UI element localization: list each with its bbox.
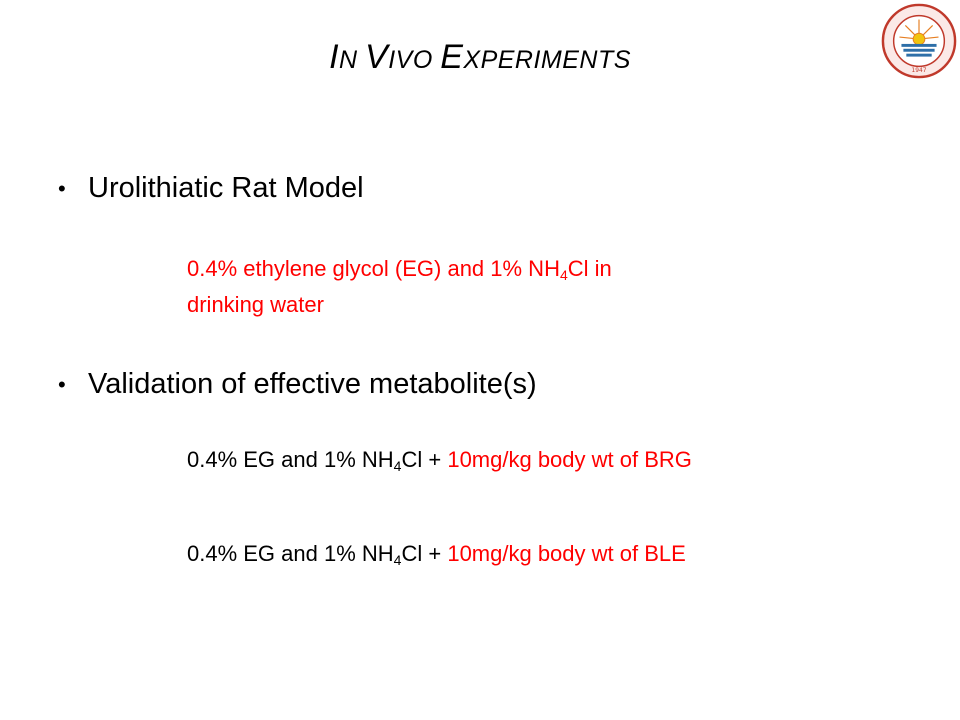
title-initial-1: I (329, 38, 340, 76)
slide-title: IN VIVO EXPERIMENTS (0, 38, 960, 77)
dose-ble: 10mg/kg body wt of BLE (447, 541, 686, 566)
bullet-dot-icon: • (58, 371, 66, 397)
bullet-dot-icon: • (58, 175, 66, 201)
dose-brg: 10mg/kg body wt of BRG (447, 447, 692, 472)
bullet-label: Urolithiatic Rat Model (88, 172, 364, 204)
treatment-ble: 0.4% EG and 1% NH4Cl + 10mg/kg body wt o… (187, 541, 686, 568)
title-rest-3: XPERIMENTS (463, 46, 631, 74)
bullet-validation: • Validation of effective metabolite(s) (58, 368, 537, 401)
bullet-urolithiatic: • Urolithiatic Rat Model (58, 172, 364, 205)
urolithiatic-desc-line2: drinking water (187, 292, 324, 317)
title-rest-1: N (339, 46, 366, 74)
bullet-label: Validation of effective metabolite(s) (88, 368, 537, 400)
seal-year: 1947 (912, 68, 927, 74)
title-initial-3: E (440, 38, 464, 76)
treatment-brg: 0.4% EG and 1% NH4Cl + 10mg/kg body wt o… (187, 447, 692, 474)
university-seal-icon: 1947 (881, 3, 957, 79)
title-rest-2: IVO (388, 46, 441, 74)
urolithiatic-desc-line1: 0.4% ethylene glycol (EG) and 1% NH4Cl i… (187, 256, 612, 283)
title-initial-2: V (365, 38, 389, 76)
